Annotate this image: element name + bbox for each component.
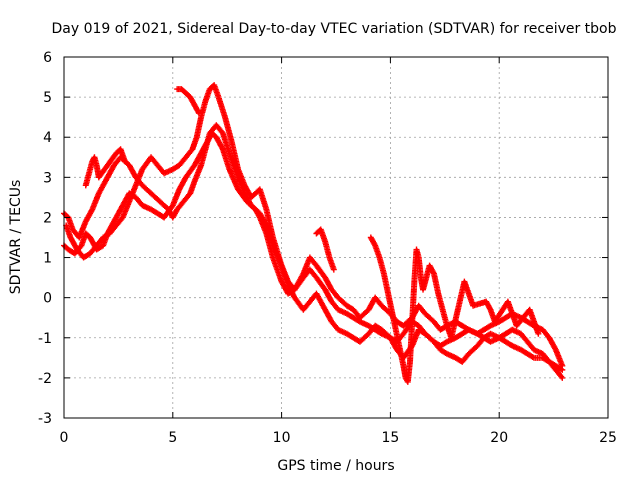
y-tick-label: -3 (38, 411, 52, 427)
x-tick-label: 10 (273, 430, 291, 446)
x-tick-label: 15 (381, 430, 399, 446)
data-point (121, 158, 128, 165)
series-track-c (63, 82, 566, 373)
data-point (195, 110, 202, 117)
x-axis-label: GPS time / hours (277, 458, 394, 474)
y-tick-label: 3 (43, 170, 52, 186)
plot-frame (63, 56, 609, 419)
data-point (535, 330, 542, 337)
data-point (330, 266, 337, 273)
y-axis-label: SDTVAR / TECUs (8, 180, 24, 295)
tick-layer: 0 5 10 15 20 25 -3 -2 -1 0 1 2 3 4 5 6 (38, 50, 617, 446)
y-tick-label: -2 (38, 371, 52, 387)
x-tick-label: 5 (168, 430, 177, 446)
data-layer (61, 82, 566, 385)
y-tick-label: 5 (43, 90, 52, 106)
y-tick-label: 6 (43, 50, 52, 66)
series-track-a (61, 130, 566, 381)
x-tick-label: 20 (490, 430, 508, 446)
chart-title: Day 019 of 2021, Sidereal Day-to-day VTE… (51, 21, 616, 37)
data-point (559, 374, 566, 381)
x-tick-label: 0 (60, 430, 69, 446)
y-tick-label: 0 (43, 291, 52, 307)
y-tick-label: 1 (43, 251, 52, 267)
series-track-d (82, 86, 542, 385)
y-tick-label: -1 (38, 331, 52, 347)
data-point (559, 366, 566, 373)
grid-layer (64, 57, 608, 418)
y-tick-label: 4 (43, 130, 52, 146)
y-tick-label: 2 (43, 210, 52, 226)
x-tick-label: 25 (599, 430, 617, 446)
